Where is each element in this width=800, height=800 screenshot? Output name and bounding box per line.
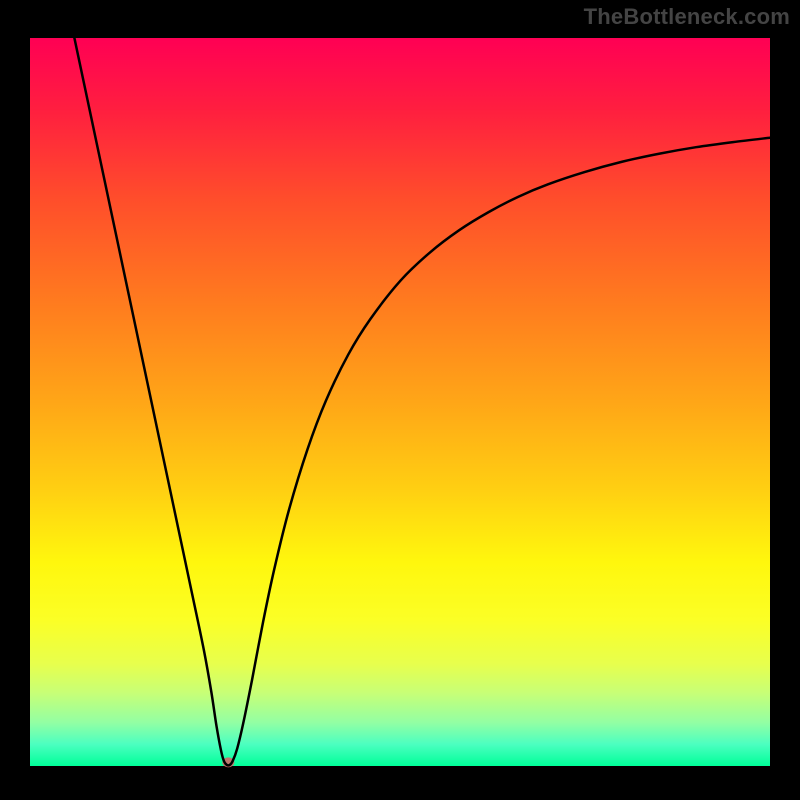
chart-svg — [0, 0, 800, 800]
chart-container: { "watermark": { "text": "TheBottleneck.… — [0, 0, 800, 800]
gradient-background — [30, 38, 770, 766]
watermark-text: TheBottleneck.com — [584, 4, 790, 30]
